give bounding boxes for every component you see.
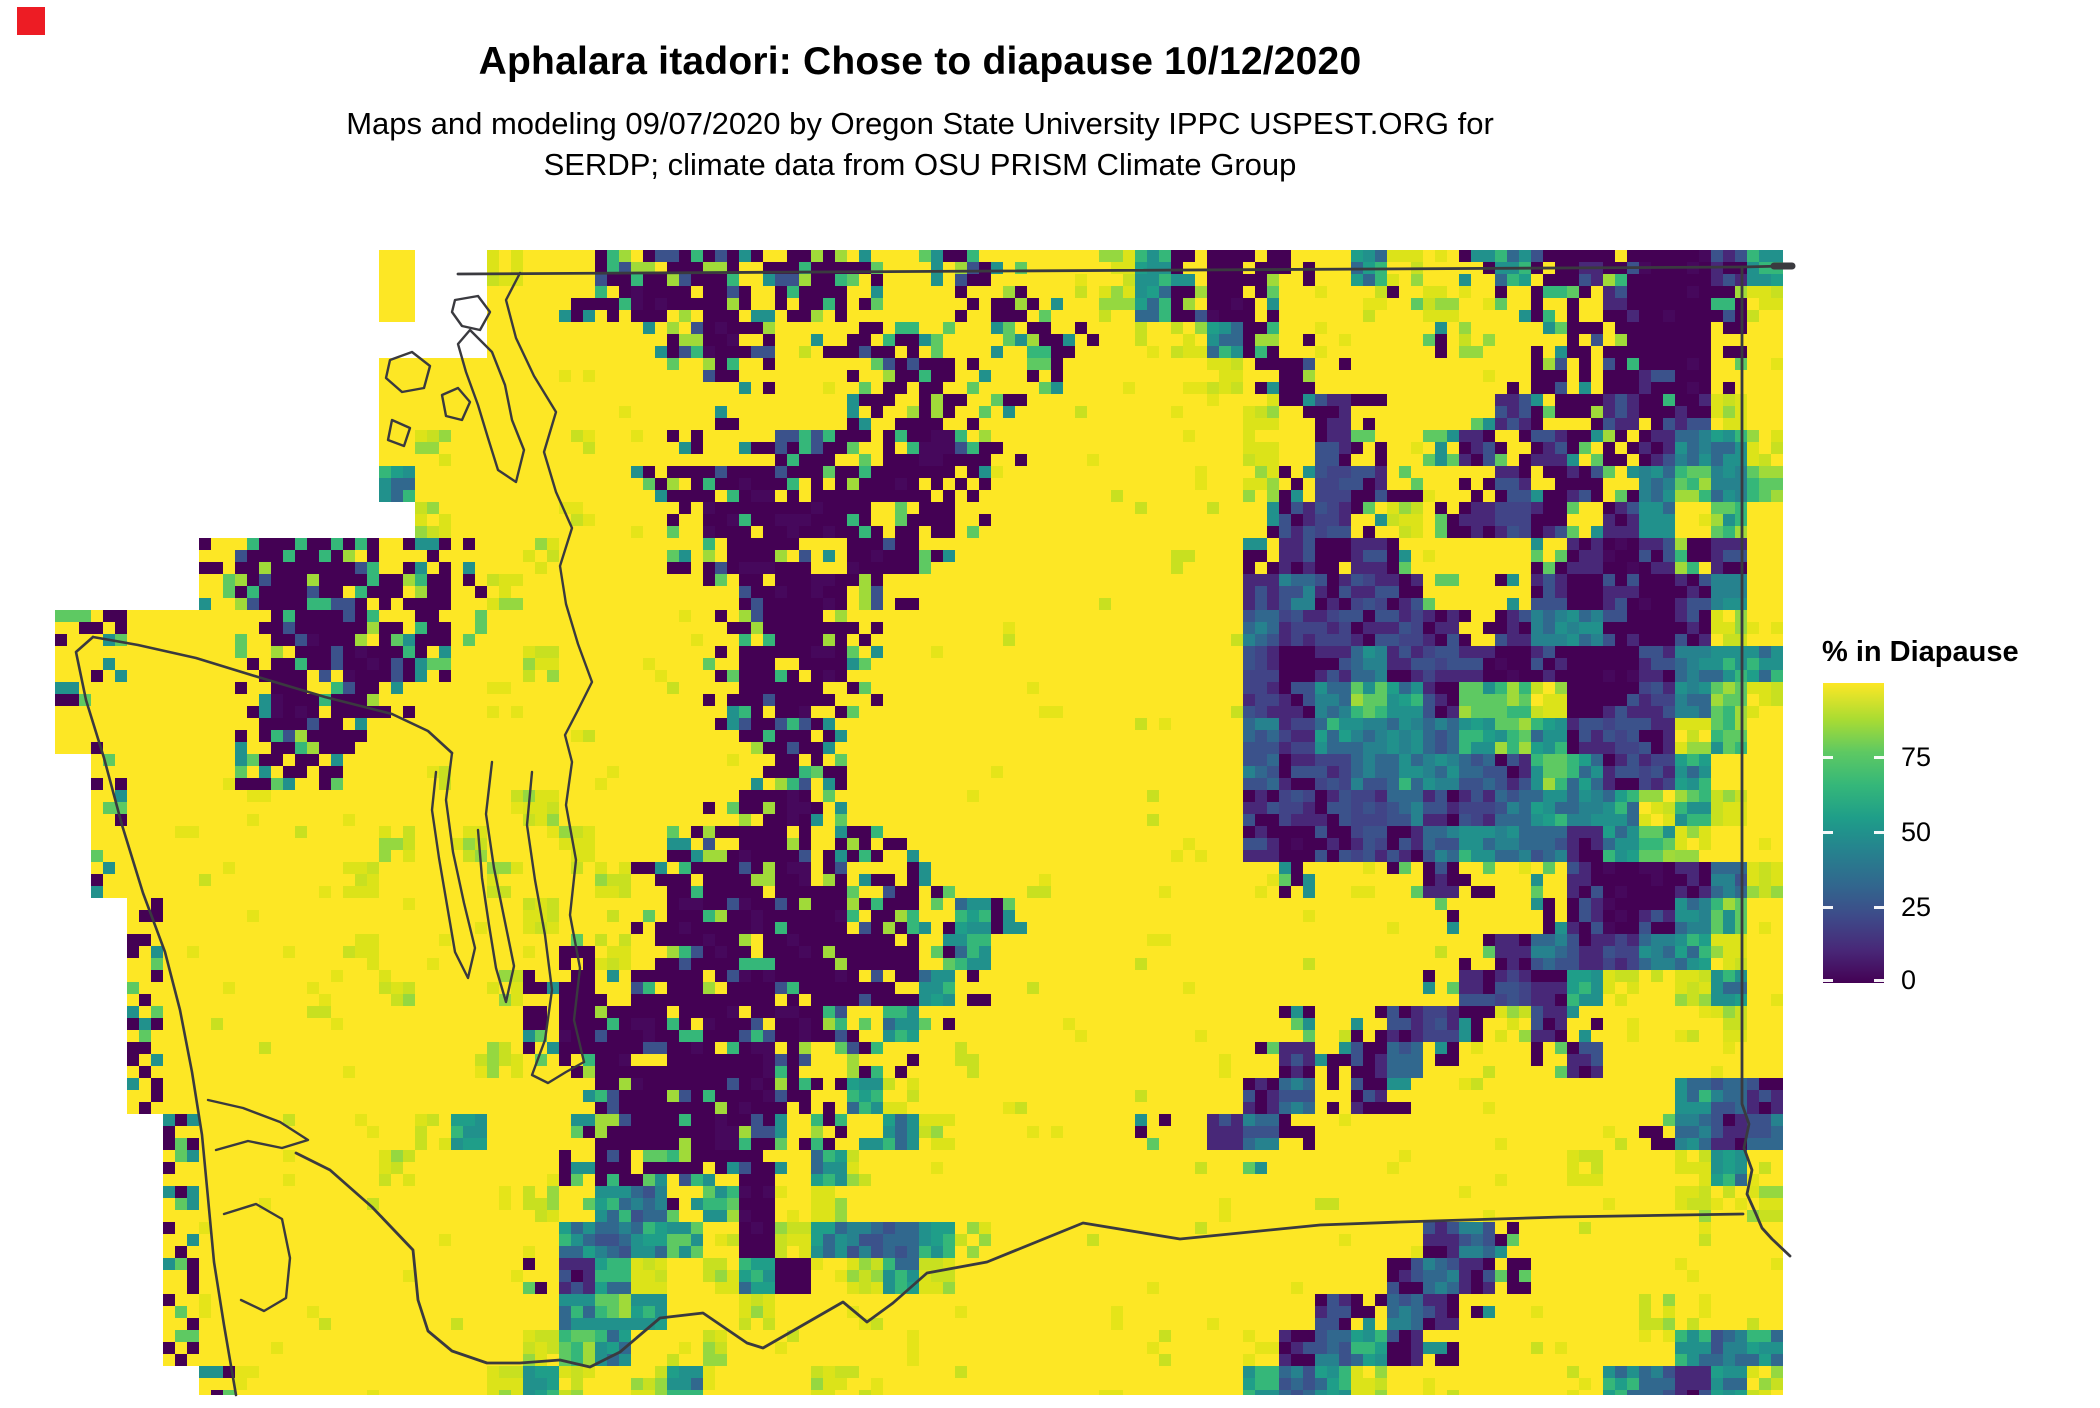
mainland-shore [504, 271, 594, 1064]
puget-sound-main [525, 770, 586, 1085]
hood-canal [430, 751, 477, 980]
san-juan-island-3 [386, 418, 412, 448]
chart-header: Aphalara itadori: Chose to diapause 10/1… [40, 40, 1800, 186]
kitsap-shore [476, 760, 516, 1004]
san-juan-island-4 [450, 294, 492, 332]
san-juan-island-2 [440, 386, 472, 422]
map-canvas [55, 250, 1783, 1395]
canada-border [456, 264, 1788, 276]
page-title: Aphalara itadori: Chose to diapause 10/1… [478, 40, 1362, 83]
outer-coast [74, 635, 238, 1397]
oregon-border-columbia-river [294, 1151, 1745, 1369]
whidbey-island [456, 328, 526, 484]
idaho-border [1740, 265, 1792, 1258]
subtitle-line-2: SERDP; climate data from OSU PRISM Clima… [543, 146, 1297, 182]
subtitle-line-1: Maps and modeling 09/07/2020 by Oregon S… [346, 106, 1494, 141]
grays-harbor [206, 1098, 310, 1152]
red-marker-square [17, 7, 45, 35]
willapa-bay [222, 1202, 292, 1313]
san-juan-island-1 [384, 350, 432, 394]
strait-coast [91, 635, 454, 755]
